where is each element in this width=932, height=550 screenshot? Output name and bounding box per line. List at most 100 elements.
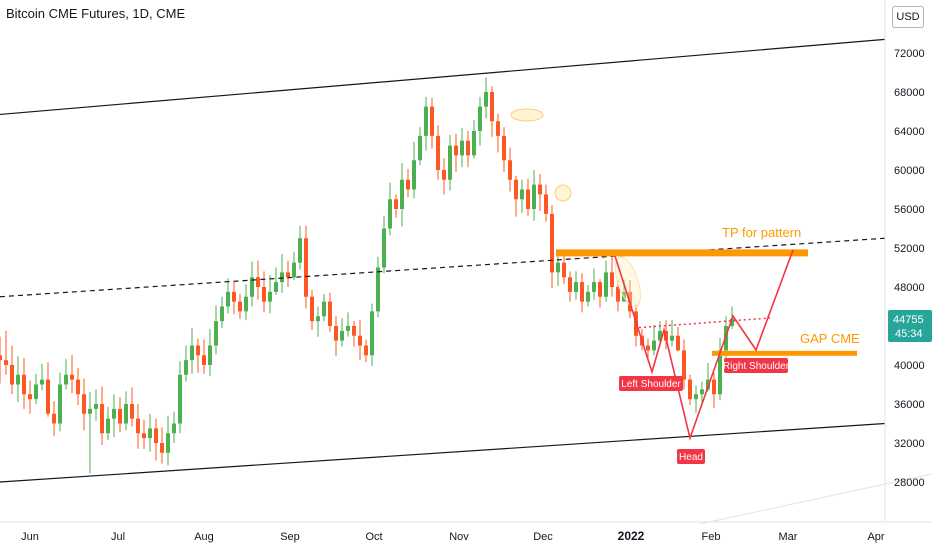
candle <box>70 355 74 394</box>
candle-body <box>610 272 614 287</box>
candle-body <box>112 408 116 419</box>
candle <box>214 305 218 355</box>
candle-body <box>10 365 14 385</box>
candle <box>226 278 230 314</box>
candle <box>682 339 686 390</box>
candle <box>172 411 176 443</box>
candle-body <box>250 277 254 297</box>
candle-body <box>40 379 44 385</box>
candle <box>100 386 104 445</box>
candle-body <box>34 384 38 400</box>
price-axis[interactable]: 2800032000360004000044000480005200056000… <box>894 48 925 489</box>
candle <box>694 385 698 413</box>
candle-body <box>388 199 392 229</box>
candle-body <box>424 106 428 136</box>
candle-body <box>682 350 686 380</box>
candle-body <box>574 282 578 292</box>
candle-body <box>436 135 440 170</box>
candle <box>670 320 674 347</box>
candle <box>58 372 62 432</box>
candle-body <box>94 404 98 409</box>
candle <box>352 321 356 347</box>
candle <box>16 356 20 403</box>
candle-body <box>208 345 212 365</box>
time-tick-label: Feb <box>702 531 721 543</box>
candle <box>550 205 554 288</box>
candle <box>508 147 512 192</box>
candle <box>310 289 314 330</box>
candle-body <box>88 408 92 414</box>
candle-body <box>166 433 170 453</box>
time-tick-label: Oct <box>365 531 382 543</box>
candle-body <box>370 311 374 356</box>
candle-body <box>148 428 152 439</box>
candle-body <box>22 374 26 395</box>
left-shoulder-label-bg <box>619 376 683 391</box>
candle <box>406 169 410 198</box>
candle <box>412 141 416 199</box>
candle-body <box>454 145 458 156</box>
candle-body <box>694 394 698 400</box>
candle-body <box>478 106 482 131</box>
price-tick-label: 52000 <box>894 243 925 255</box>
candle-body <box>490 92 494 122</box>
candle <box>718 337 722 401</box>
time-tick-label: Dec <box>533 531 553 543</box>
candle <box>358 320 362 361</box>
candle-body <box>472 131 476 156</box>
candle-body <box>124 404 128 424</box>
price-tick-label: 48000 <box>894 282 925 294</box>
gap-label: GAP CME <box>800 331 860 346</box>
candle-body <box>568 277 572 292</box>
candle-body <box>592 282 596 292</box>
candle-body <box>0 355 2 361</box>
head-label: Head <box>677 449 705 464</box>
head-label-bg <box>677 449 705 464</box>
time-tick-label: Aug <box>194 531 214 543</box>
candle-body <box>658 330 662 341</box>
candle <box>160 427 164 464</box>
candle <box>232 281 236 315</box>
candle-body <box>214 321 218 346</box>
candle-body <box>4 360 8 365</box>
candle <box>586 285 590 307</box>
candle <box>124 391 128 431</box>
candle <box>244 284 248 321</box>
candle-body <box>256 277 260 287</box>
right-shoulder-label-text: Right Shoulder <box>723 361 790 372</box>
channel-upper-line <box>0 38 886 116</box>
candle <box>28 380 32 414</box>
candle-body <box>652 340 656 351</box>
candle-body <box>352 326 356 336</box>
candle-body <box>82 394 86 414</box>
candle <box>46 362 50 417</box>
candle <box>658 321 662 344</box>
candle-body <box>316 316 320 322</box>
candle-body <box>730 318 734 326</box>
candle-body <box>430 106 434 136</box>
candle <box>688 374 692 405</box>
candle <box>196 338 200 373</box>
price-tick-label: 60000 <box>894 165 925 177</box>
candle-body <box>364 345 368 356</box>
candle-body <box>514 179 518 200</box>
candle <box>82 378 86 431</box>
time-tick-label: Jun <box>21 531 39 543</box>
candle <box>154 418 158 461</box>
candle <box>598 279 602 308</box>
candle <box>562 252 566 285</box>
candle-body <box>544 194 548 214</box>
candle <box>52 401 56 437</box>
time-tick-label: Mar <box>779 531 798 543</box>
candle-body <box>496 121 500 136</box>
time-tick-label: Jul <box>111 531 125 543</box>
time-axis[interactable]: Jun Jul Aug Sep Oct Nov Dec 2022 Feb Mar Apr <box>21 529 885 543</box>
candle-body <box>556 262 560 273</box>
currency-button[interactable]: USD <box>892 6 924 28</box>
candle <box>346 312 350 337</box>
candle <box>610 249 614 297</box>
candle-body <box>52 413 56 424</box>
candle-body <box>178 374 182 424</box>
tp-label: TP for pattern <box>722 225 801 240</box>
